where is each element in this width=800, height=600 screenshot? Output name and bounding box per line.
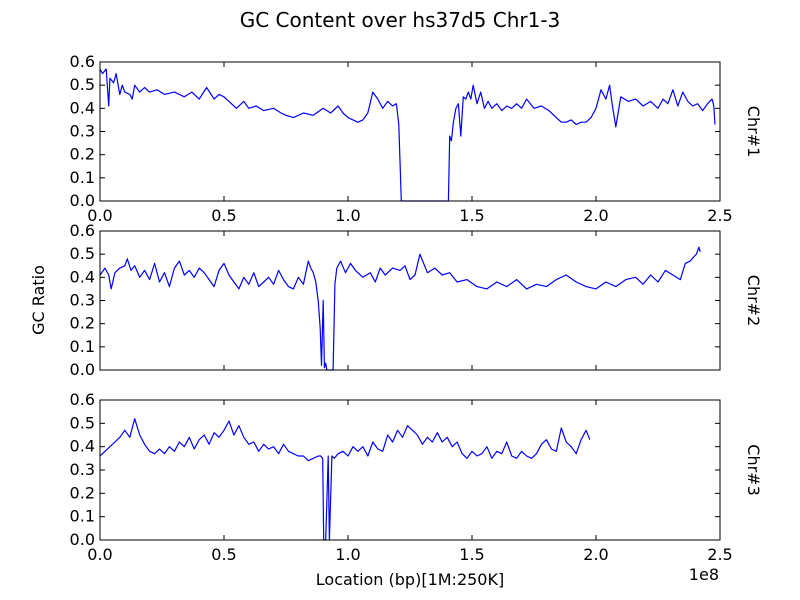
axes-frame: [99, 230, 721, 371]
y-tick-label: 0.3: [70, 291, 95, 310]
y-tick-label: 0.6: [70, 390, 95, 409]
panel-label: Chr#3: [744, 444, 763, 495]
y-tick-label: 0.5: [70, 244, 95, 263]
series-line-2-1: [99, 246, 701, 371]
x-tick-label: 0.5: [211, 545, 236, 564]
x-tick-label: 0.0: [87, 206, 112, 225]
x-tick-label: 2.5: [707, 206, 732, 225]
series-line-3-1: [99, 418, 591, 541]
y-tick-label: 0.6: [70, 221, 95, 240]
y-tick-label: 0.6: [70, 52, 95, 71]
x-tick-label: 1.5: [459, 545, 484, 564]
y-tick-label: 0.3: [70, 122, 95, 141]
y-tick-label: 0.0: [70, 530, 95, 549]
chart-panel-3: 0.0 0.1 0.2 0.3 0.4 0.5 0.6 Chr#3: [70, 390, 763, 549]
y-tick-label: 0.5: [70, 413, 95, 432]
x-tick-label: 2.0: [583, 206, 608, 225]
y-tick-label: 0.0: [70, 191, 95, 210]
x-tick-label: 0.0: [87, 545, 112, 564]
y-tick-label: 0.4: [70, 98, 95, 117]
x-tick-label: 1.0: [335, 206, 360, 225]
x-tick-label: 2.5: [707, 545, 732, 564]
x-tick-label: 2.0: [583, 545, 608, 564]
axes-frame: [99, 61, 721, 202]
y-tick-label: 0.4: [70, 437, 95, 456]
chart-panel-2: 0.0 0.1 0.2 0.3 0.4 0.5 0.6 Chr#2: [70, 221, 763, 379]
panel-label: Chr#1: [744, 106, 763, 157]
x-tick-label: 1.0: [335, 545, 360, 564]
x-tick-label: 1.5: [459, 206, 484, 225]
y-tick-label: 0.1: [70, 337, 95, 356]
chart-panel-1: 0.0 0.1 0.2 0.3 0.4 0.5 0.6 0.0 0.5 1.0 1.5 2.0 2.5 C…: [70, 52, 763, 225]
figure-title: GC Content over hs37d5 Chr1-3: [240, 8, 561, 32]
y-tick-label: 0.1: [70, 507, 95, 526]
y-axis-label: GC Ratio: [29, 265, 48, 335]
y-tick-label: 0.2: [70, 314, 95, 333]
y-tick-label: 0.3: [70, 460, 95, 479]
x-axis-label: Location (bp)[1M:250K]: [316, 570, 504, 589]
y-tick-label: 0.2: [70, 145, 95, 164]
series-line-1-1: [99, 68, 716, 202]
y-tick-label: 0.2: [70, 483, 95, 502]
panel-label: Chr#2: [744, 275, 763, 326]
x-offset-label: 1e8: [689, 565, 719, 584]
x-tick-label: 0.5: [211, 206, 236, 225]
y-tick-label: 0.5: [70, 75, 95, 94]
y-tick-label: 0.1: [70, 168, 95, 187]
chart-panels: 0.00.10.20.30.40.50.60.0 0.5 1.0 1.5 2.0 2.5C…: [70, 52, 763, 564]
y-tick-label: 0.0: [70, 360, 95, 379]
axes-frame: [99, 399, 721, 541]
y-tick-label: 0.4: [70, 267, 95, 286]
